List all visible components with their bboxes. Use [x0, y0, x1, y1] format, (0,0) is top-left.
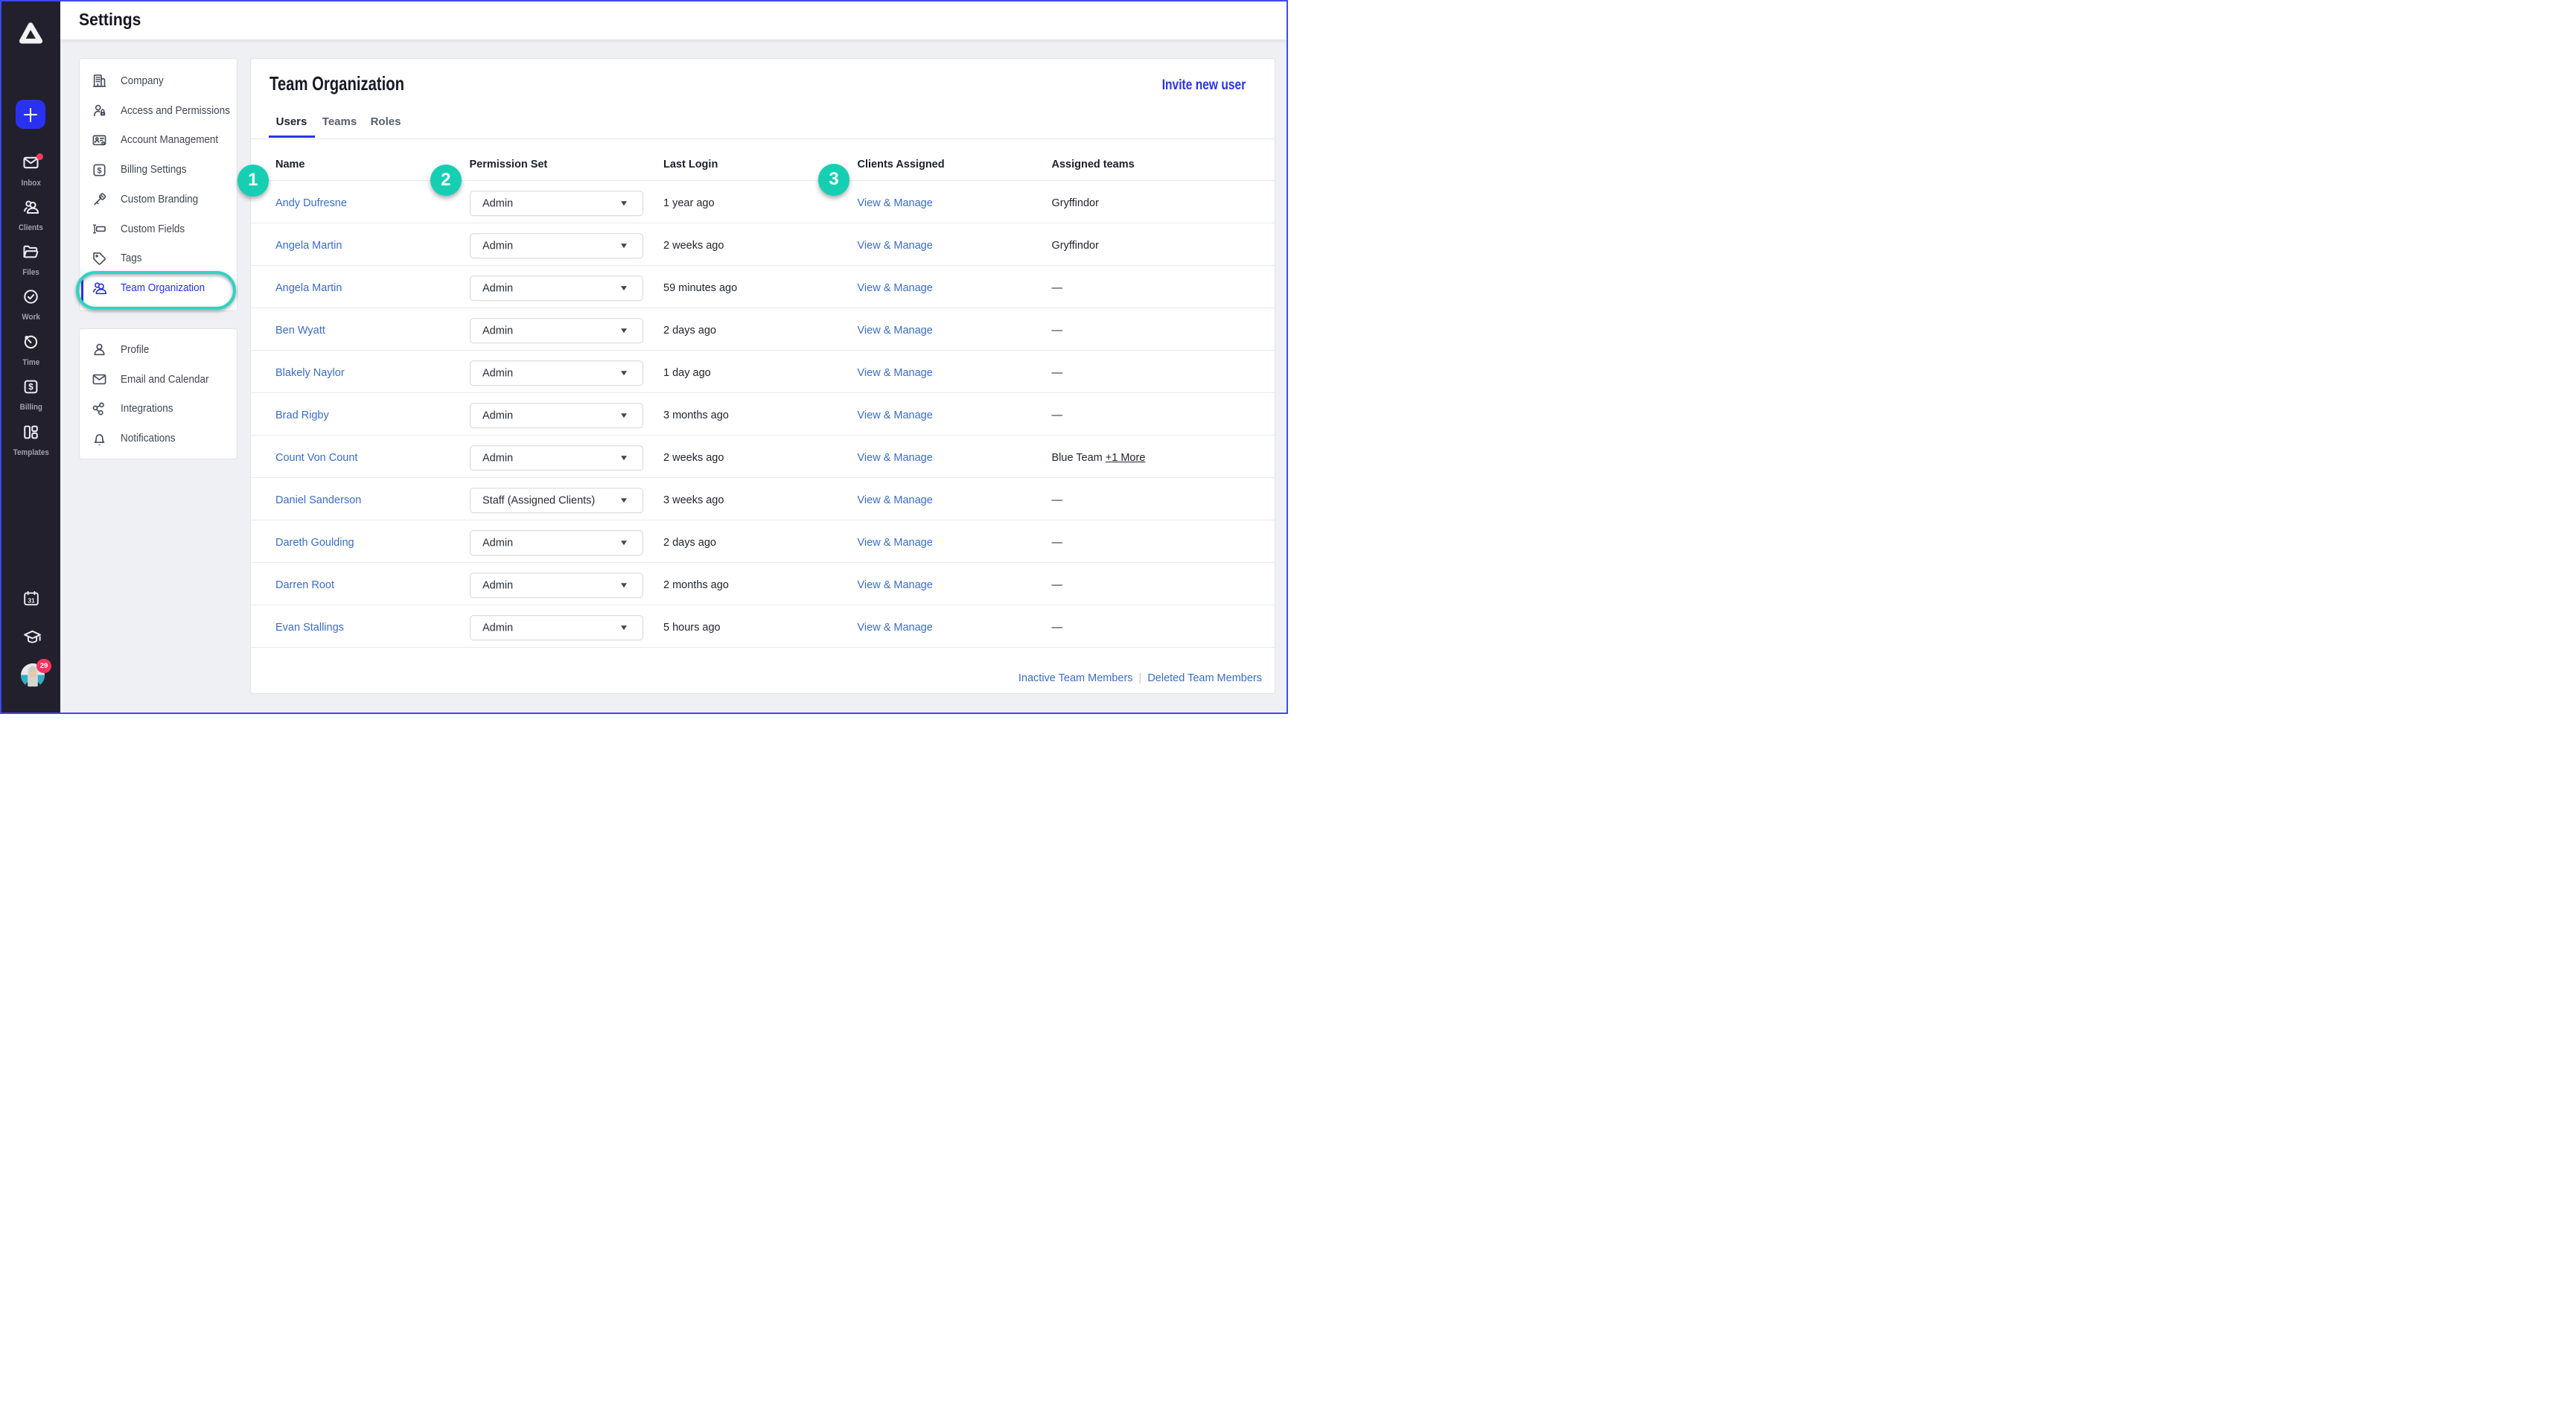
svg-text:$: $ [28, 382, 34, 392]
svg-text:$: $ [97, 166, 101, 175]
svg-text:31: 31 [28, 596, 35, 604]
